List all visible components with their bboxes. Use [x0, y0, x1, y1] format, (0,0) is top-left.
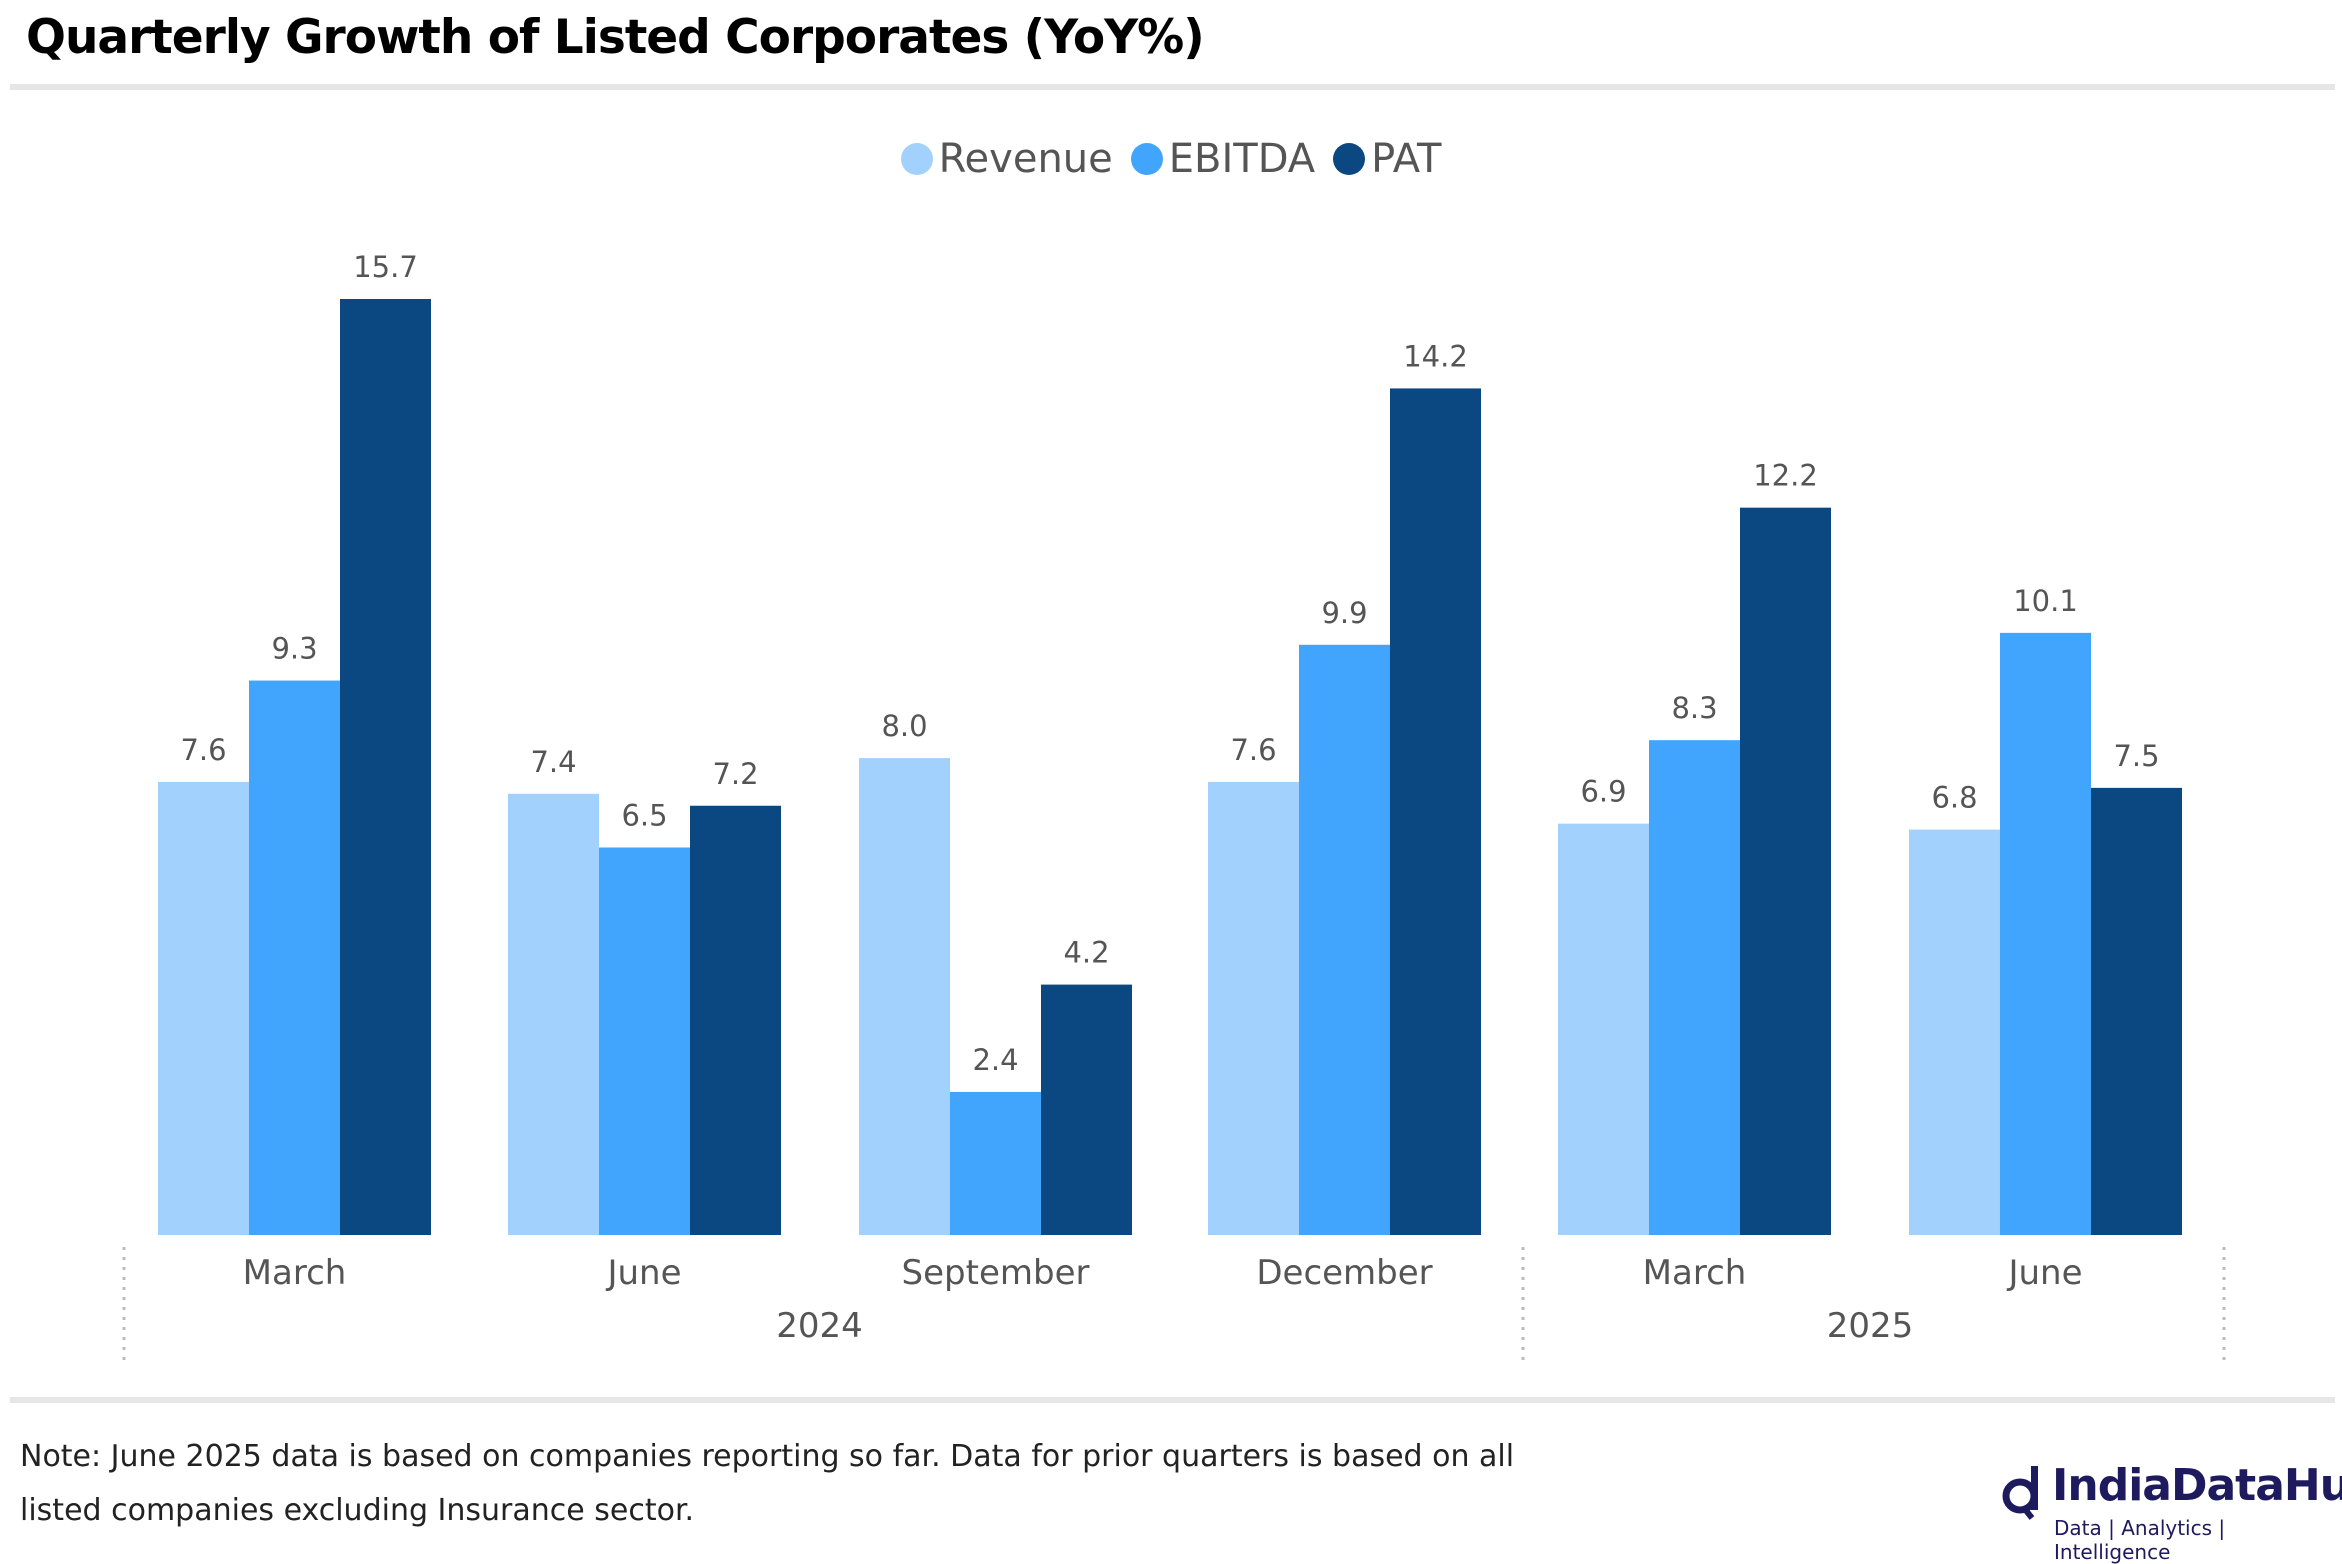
data-label: 7.5 [2113, 739, 2159, 773]
bar-revenue [1558, 823, 1649, 1235]
legend-label: Revenue [938, 136, 1113, 182]
data-label: 7.6 [180, 733, 226, 767]
logo-brand: IndiaDataHub [2052, 1460, 2342, 1511]
footnote-line: Note: June 2025 data is based on compani… [20, 1439, 1515, 1474]
logo-mark-icon [2002, 1466, 2038, 1520]
bar-ebitda [599, 847, 690, 1235]
x-tick-label: December [1256, 1253, 1432, 1293]
x-tick-label: March [243, 1253, 347, 1293]
legend-item-pat[interactable]: PAT [1333, 136, 1441, 182]
legend-item-revenue[interactable]: Revenue [900, 136, 1113, 182]
bar-revenue [859, 758, 950, 1235]
bar-ebitda [249, 680, 340, 1235]
bar-pat [1740, 507, 1831, 1235]
legend-label: PAT [1371, 136, 1442, 182]
title-divider [10, 84, 2335, 90]
bar-pat [690, 805, 781, 1235]
data-label: 10.1 [2013, 584, 2078, 618]
x-tick-label: September [902, 1253, 1090, 1293]
legend-label: EBITDA [1168, 136, 1316, 182]
bar-revenue [1909, 829, 2000, 1235]
data-label: 8.3 [1671, 691, 1717, 725]
indiadatahub-logo: IndiaDataHub Data | Analytics | Intellig… [2000, 1460, 2342, 1564]
legend-dot-icon [900, 143, 933, 175]
data-label: 14.2 [1403, 339, 1468, 373]
data-label: 12.2 [1753, 459, 1818, 493]
data-label: 15.7 [353, 250, 418, 284]
chart-title: Quarterly Growth of Listed Corporates (Y… [26, 10, 1205, 65]
x-tick-label: June [2006, 1253, 2082, 1293]
bar-pat [1041, 984, 1132, 1235]
bar-revenue [1208, 781, 1299, 1235]
x-tick-label: June [605, 1253, 681, 1293]
data-label: 7.2 [712, 757, 758, 791]
legend: Revenue EBITDA PAT [0, 136, 2342, 182]
data-label: 7.4 [530, 745, 576, 779]
bar-chart: 7.6 9.3 15.7 March 7.4 6.5 7.2 June 8.0 2.4 4.2 Sep… [122, 250, 2226, 1360]
data-label: 9.9 [1321, 596, 1367, 630]
data-label: 2.4 [972, 1043, 1018, 1077]
bar-ebitda [2000, 632, 2091, 1235]
data-label: 6.5 [621, 798, 667, 832]
legend-item-ebitda[interactable]: EBITDA [1130, 136, 1316, 182]
data-label: 6.9 [1580, 775, 1626, 809]
footnote: Note: June 2025 data is based on compani… [20, 1430, 1520, 1538]
x-tick-label: March [1643, 1253, 1747, 1293]
data-label: 8.0 [881, 709, 927, 743]
year-label: 2025 [1827, 1306, 1914, 1346]
bar-ebitda [1649, 740, 1740, 1235]
bar-revenue [158, 781, 249, 1235]
bar-pat [1390, 388, 1481, 1235]
logo-tagline: Data | Analytics | Intelligence [2054, 1516, 2226, 1564]
bar-pat [340, 299, 431, 1235]
year-label: 2024 [776, 1306, 863, 1346]
bar-pat [2091, 787, 2182, 1235]
legend-dot-icon [1333, 143, 1366, 175]
footer-divider [10, 1397, 2335, 1403]
data-label: 6.8 [1931, 781, 1977, 815]
data-label: 7.6 [1230, 733, 1276, 767]
legend-dot-icon [1130, 143, 1163, 175]
data-label: 4.2 [1063, 936, 1109, 970]
data-label: 9.3 [271, 632, 317, 666]
bar-revenue [508, 793, 599, 1235]
bar-ebitda [950, 1091, 1041, 1235]
footnote-line: listed companies excluding Insurance sec… [20, 1493, 695, 1528]
bar-ebitda [1299, 644, 1390, 1235]
